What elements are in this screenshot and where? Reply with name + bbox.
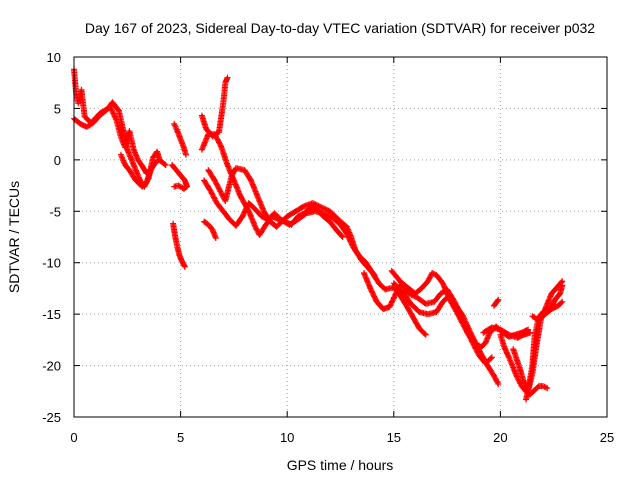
series-track-p [491,296,502,309]
series-track-d [171,120,189,158]
chart-title: Day 167 of 2023, Sidereal Day-to-day VTE… [85,20,595,36]
y-tick-label: -15 [42,307,61,322]
x-tick-label: 10 [280,430,294,445]
plus-marker-path [480,324,534,341]
series-track-t [523,278,566,403]
series-track-g [201,218,219,242]
plus-marker-path [491,296,502,309]
series-track-o [480,324,534,341]
y-tick-label: -10 [42,256,61,271]
x-axis-label: GPS time / hours [287,457,394,473]
y-axis-ticks: 10 5 0 -5 -10 -15 -20 -25 [42,50,607,425]
x-tick-label: 20 [493,430,507,445]
series-track-f [170,220,188,270]
y-tick-label: -25 [42,410,61,425]
grid-lines [74,57,607,417]
y-tick-label: 0 [54,153,61,168]
plus-marker-path [170,220,188,270]
plot-frame [73,56,608,418]
plus-marker-path [201,218,219,242]
y-axis-label: SDTVAR / TECUs [6,181,22,293]
x-tick-label: 25 [600,430,614,445]
y-tick-label: -20 [42,359,61,374]
plus-marker-path [523,278,566,403]
plus-marker-path [169,162,190,192]
y-tick-label: 5 [54,101,61,116]
series-track-c [117,151,169,190]
plus-marker-path [171,120,189,158]
series-track-k [201,177,429,338]
plus-marker-path [117,151,169,190]
y-tick-label: 10 [47,50,61,65]
x-tick-label: 15 [387,430,401,445]
plus-marker-path [201,177,429,338]
x-tick-label: 0 [70,430,77,445]
series-track-e [169,162,190,192]
series-track-n [388,267,495,367]
x-tick-label: 5 [177,430,184,445]
y-tick-label: -5 [49,204,61,219]
x-axis-ticks: 0 5 10 15 20 25 [70,57,614,445]
plus-marker-path [388,267,495,367]
